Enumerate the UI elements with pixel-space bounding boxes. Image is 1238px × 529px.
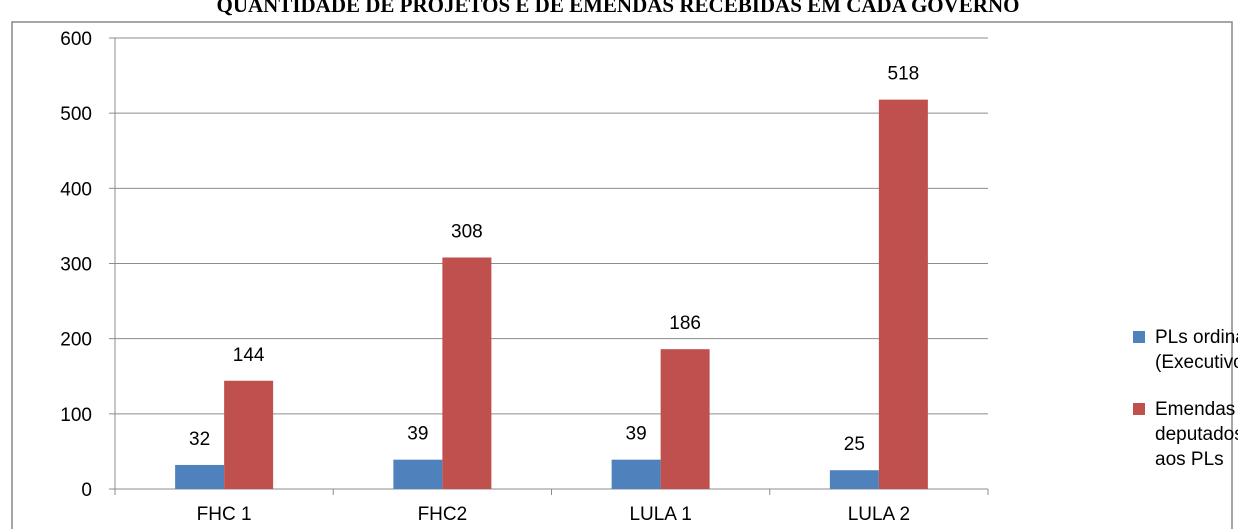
y-tick-label: 100 bbox=[60, 405, 92, 426]
y-tick-label: 0 bbox=[81, 480, 92, 501]
value-label: 518 bbox=[888, 64, 920, 85]
value-label: 32 bbox=[189, 429, 210, 450]
bar bbox=[878, 99, 928, 490]
y-tick-label: 600 bbox=[60, 29, 92, 50]
y-tick-label: 500 bbox=[60, 104, 92, 125]
legend-swatch bbox=[1133, 403, 1145, 415]
chart-border bbox=[11, 21, 1233, 529]
bar bbox=[829, 470, 879, 489]
legend-item: Emendas deputados aos PLs bbox=[1133, 397, 1238, 472]
bar bbox=[224, 380, 274, 489]
x-tick-label: LULA 1 bbox=[629, 504, 691, 525]
legend-label: PLs ordinária (Executivo) bbox=[1155, 327, 1238, 373]
legend-swatch bbox=[1133, 331, 1145, 343]
legend-label: Emendas deputados aos PLs bbox=[1155, 399, 1238, 470]
value-label: 39 bbox=[407, 424, 428, 445]
value-label: 25 bbox=[844, 434, 865, 455]
bar bbox=[175, 464, 225, 489]
bar bbox=[660, 349, 710, 489]
bar bbox=[393, 459, 443, 489]
value-label: 308 bbox=[451, 221, 483, 242]
y-tick-label: 400 bbox=[60, 179, 92, 200]
x-tick-label: FHC2 bbox=[418, 504, 468, 525]
x-tick-label: FHC 1 bbox=[197, 504, 252, 525]
x-tick-label: LULA 2 bbox=[848, 504, 910, 525]
legend-item: PLs ordinária (Executivo) bbox=[1133, 325, 1238, 375]
chart-title: QUANTIDADE DE PROJETOS E DE EMENDAS RECE… bbox=[217, 0, 1020, 17]
bar bbox=[611, 459, 661, 489]
value-label: 186 bbox=[669, 313, 701, 334]
value-label: 144 bbox=[233, 345, 265, 366]
y-tick-label: 200 bbox=[60, 330, 92, 351]
value-label: 39 bbox=[626, 424, 647, 445]
y-tick-label: 300 bbox=[60, 255, 92, 276]
bar bbox=[442, 257, 492, 489]
legend: PLs ordinária (Executivo) Emendas deputad… bbox=[1133, 325, 1238, 494]
